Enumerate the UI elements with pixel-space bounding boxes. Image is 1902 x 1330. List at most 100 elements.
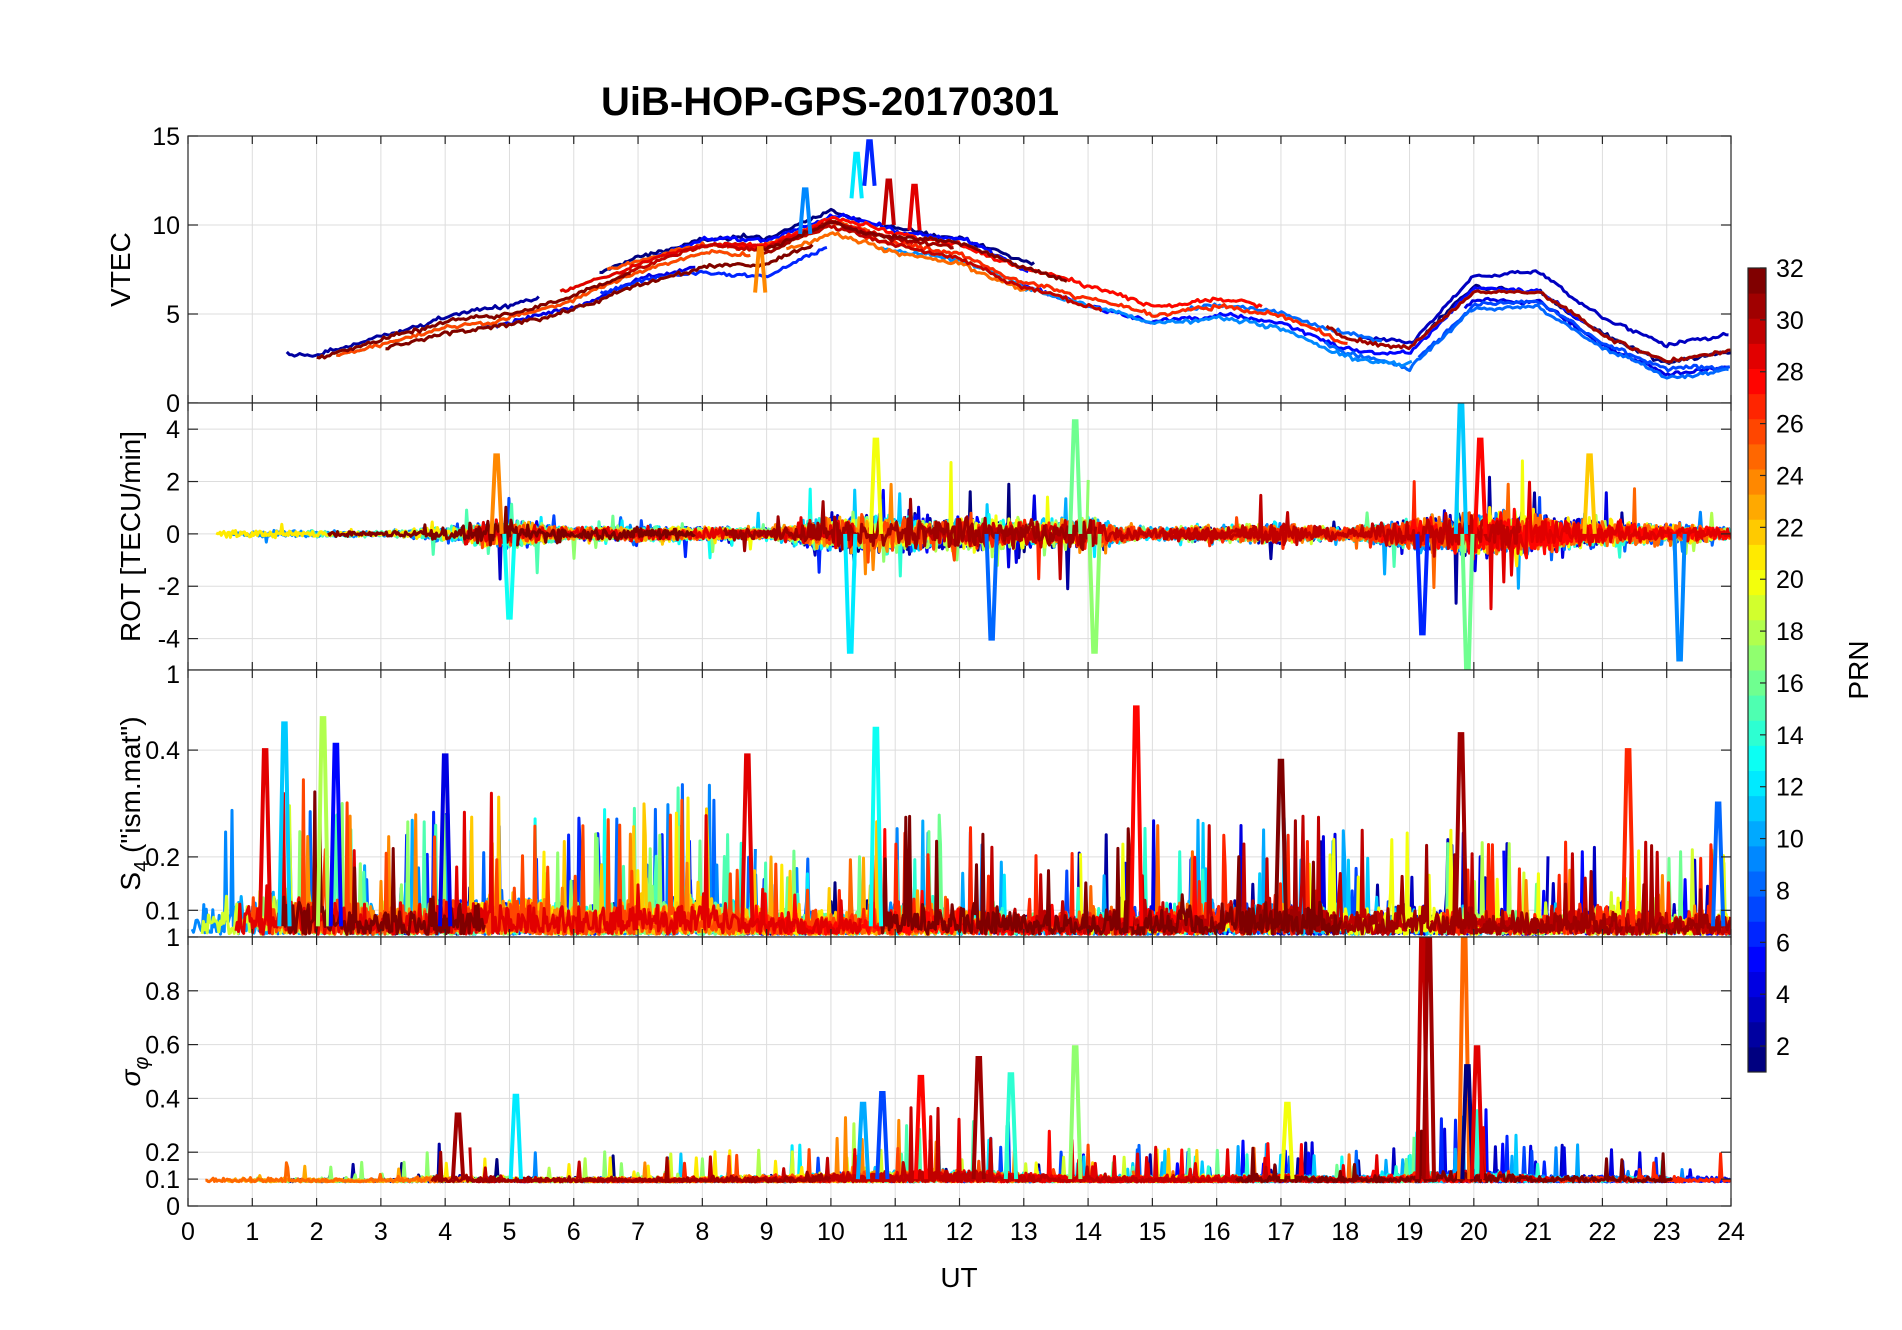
series-prn-32 [327, 505, 696, 547]
x-tick-label: 0 [181, 1218, 195, 1246]
colorbar-tick-label: 26 [1776, 411, 1804, 439]
colorbar-frame [1747, 267, 1767, 1073]
colorbar-segment [1748, 519, 1766, 545]
y-tick-label: 0 [166, 1193, 180, 1221]
colorbar-segment [1748, 443, 1766, 470]
series-prn-5 [652, 212, 1029, 274]
x-tick-label: 22 [1589, 1218, 1617, 1246]
y-tick-label: 0.2 [145, 1139, 180, 1167]
spike-prn-29 [258, 748, 273, 927]
spike-prn-30 [881, 178, 896, 226]
series-prn-27 [863, 235, 1348, 345]
spike-prn-28 [913, 1074, 929, 1180]
spike-prn-20 [1280, 1101, 1295, 1180]
colorbar-segment [1748, 921, 1766, 947]
series-prn-25 [785, 231, 1032, 292]
y-tick-label: 0.1 [145, 897, 180, 925]
spike-prn-16 [1460, 533, 1475, 670]
series-prn-7 [1417, 299, 1731, 373]
spike-prn-4 [438, 753, 453, 927]
colorbar-tick-label: 12 [1776, 774, 1804, 802]
spike-prn-12 [849, 151, 864, 199]
y-axis-label-s4: S4 ("ism.mat") [115, 716, 153, 890]
x-tick-label: 24 [1717, 1218, 1745, 1246]
colorbar-tick-label: 28 [1776, 359, 1804, 387]
x-axis: 0 1 2 3 4 5 6 7 8 9 10 11 12 13 14 15 16 17 18 19 20 21 22 23 24 [181, 1218, 1745, 1246]
colorbar-segment [1748, 946, 1766, 972]
spike-prn-17 [1068, 1045, 1083, 1180]
series-prn-30 [917, 493, 1300, 581]
colorbar-segment [1748, 670, 1766, 696]
chart-title: UiB-HOP-GPS-20170301 [601, 80, 1059, 124]
series-prn-32 [316, 272, 631, 360]
y-tick-label: 0.4 [145, 1085, 180, 1113]
y-tick-label: 15 [152, 123, 180, 151]
colorbar-segment [1748, 418, 1766, 445]
series-prn-4 [478, 265, 696, 330]
colorbar-tick-label: 20 [1776, 566, 1804, 594]
x-tick-label: 13 [1010, 1218, 1038, 1246]
series-prn-26 [336, 249, 751, 357]
x-tick-label: 15 [1138, 1218, 1166, 1246]
x-tick-label: 18 [1331, 1218, 1359, 1246]
spike-prn-16 [1068, 419, 1083, 534]
spike-prn-7 [875, 1091, 890, 1180]
colorbar-segment [1748, 619, 1766, 646]
spike-prn-18 [315, 716, 331, 927]
y-tick-label: 0.2 [145, 844, 180, 872]
y-tick-label-top: 1 [166, 661, 180, 689]
y-tick-label: 0.8 [145, 978, 180, 1006]
colorbar-tick-label: 6 [1776, 929, 1790, 957]
colorbar-tick-label: 30 [1776, 307, 1804, 335]
colorbar-segment [1748, 745, 1766, 771]
spike-prn-28 [1129, 705, 1144, 927]
x-tick-label: 7 [631, 1218, 645, 1246]
series-prn-31 [722, 497, 1098, 553]
colorbar-segment [1748, 845, 1766, 872]
series-prn-29 [428, 791, 862, 936]
colorbar-segment [1748, 594, 1766, 621]
colorbar-segment [1748, 393, 1766, 420]
y-axis-label-rot: ROT [TECU/min] [115, 431, 146, 642]
x-tick-label: 3 [374, 1218, 388, 1246]
spike-prn-27 [1621, 748, 1636, 927]
spike-prn-29 [907, 183, 922, 231]
colorbar-segment [1748, 569, 1766, 596]
y-tick-label: 0 [166, 390, 180, 418]
spike-prn-12 [843, 533, 858, 654]
spike-prn-11 [1453, 403, 1469, 534]
spike-prn-17 [1087, 533, 1102, 654]
colorbar-segment [1748, 544, 1766, 570]
series-prn-32 [879, 814, 1343, 936]
series-prn-32 [1235, 1129, 1674, 1184]
series-prn-3 [1357, 269, 1729, 349]
y-tick-label: -2 [158, 573, 180, 601]
spike-prn-9 [1672, 533, 1687, 662]
spike-prn-24 [489, 453, 504, 534]
colorbar-tick-label: 14 [1776, 722, 1804, 750]
colorbar-segment [1748, 293, 1766, 319]
colorbar-segment [1748, 318, 1766, 344]
spike-prn-8 [984, 533, 999, 641]
spike-prn-1 [1460, 1064, 1475, 1180]
series-prn-31 [1325, 289, 1731, 364]
x-tick-label: 5 [503, 1218, 517, 1246]
series-group [285, 139, 1731, 380]
x-tick-label: 4 [438, 1218, 452, 1246]
x-tick-label: 6 [567, 1218, 581, 1246]
colorbar-tick-label: 4 [1776, 981, 1790, 1009]
colorbar-segment [1748, 996, 1766, 1023]
panel-s4: 0.1 0.2 0.4 1 S4 ("ism.mat") [115, 661, 1732, 938]
spike-prn-31 [450, 1112, 466, 1180]
x-tick-label: 9 [760, 1218, 774, 1246]
x-tick-label: 19 [1396, 1218, 1424, 1246]
x-tick-label: 10 [817, 1218, 845, 1246]
series-group [190, 705, 1731, 936]
series-prn-8 [1186, 302, 1382, 344]
x-tick-label: 12 [946, 1218, 974, 1246]
spike-prn-10 [855, 1101, 871, 1180]
colorbar-label: PRN [1843, 640, 1874, 699]
spike-prn-31 [971, 1056, 986, 1180]
